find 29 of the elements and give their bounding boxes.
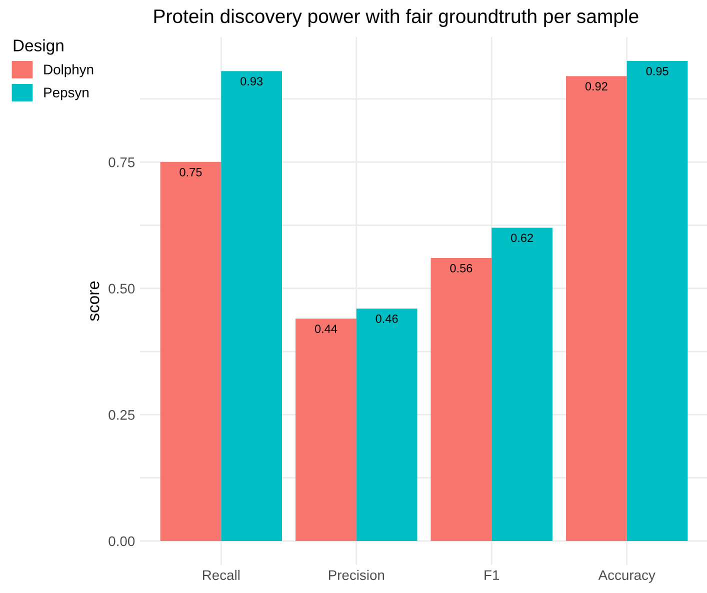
data-label: 0.62	[511, 234, 533, 242]
data-label: 0.44	[314, 324, 338, 334]
data-label: 0.92	[585, 82, 608, 90]
legend-title: Design	[14, 39, 64, 55]
x-tick-label: Recall	[202, 570, 240, 580]
legend-label: Dolphyn	[44, 64, 94, 78]
bar	[356, 308, 418, 541]
chart-title: Protein discovery power with fair groundtruth per sample	[154, 8, 638, 28]
bar	[566, 76, 627, 541]
x-tick-label: Accuracy	[598, 570, 656, 583]
data-label: 0.56	[450, 264, 472, 272]
legend-label: Pepsyn	[44, 88, 88, 100]
x-tick-label: F1	[484, 570, 500, 580]
y-tick-label: 0.75	[108, 157, 135, 168]
data-label: 0.46	[376, 314, 398, 323]
data-label: 0.75	[180, 168, 202, 176]
y-axis-title: score	[90, 281, 100, 321]
y-tick-label: 0.00	[108, 536, 135, 546]
y-tick-label: 0.50	[108, 284, 135, 294]
bar	[430, 258, 492, 541]
data-label: 0.93	[240, 77, 263, 86]
bar	[626, 61, 688, 541]
bar	[221, 71, 282, 541]
bar	[160, 162, 222, 541]
bar	[492, 228, 552, 541]
x-tick-label: Precision	[328, 570, 384, 580]
y-tick-label: 0.25	[108, 410, 135, 420]
data-label: 0.95	[646, 66, 668, 76]
bar	[296, 318, 356, 541]
